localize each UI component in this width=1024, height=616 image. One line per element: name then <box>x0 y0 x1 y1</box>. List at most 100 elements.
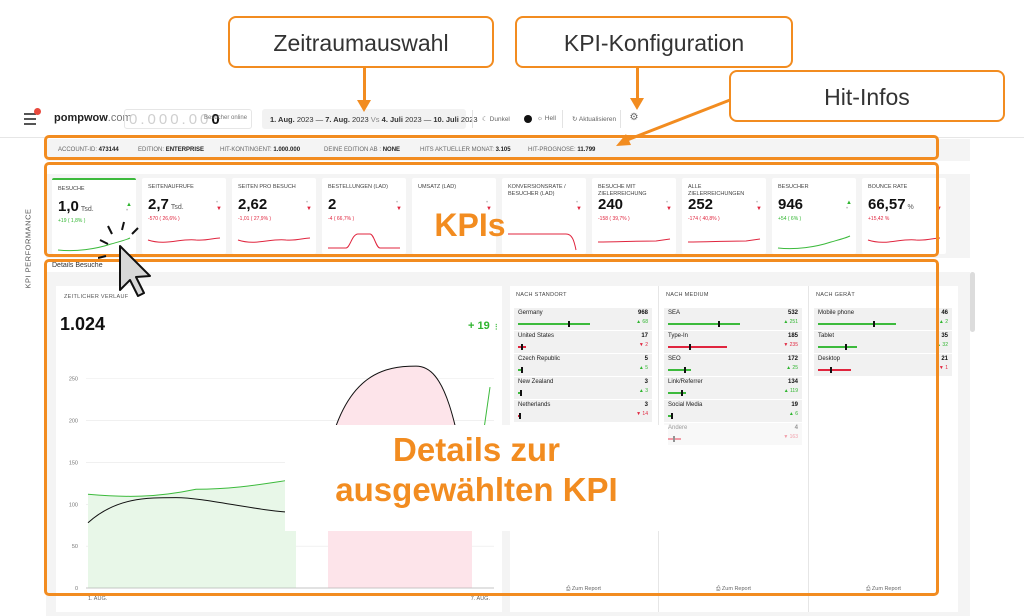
light-theme-button[interactable]: ☼ Hell <box>537 115 556 122</box>
gear-icon[interactable]: ⚙ <box>629 112 639 123</box>
kpi-trend-dots-icon: • ▼ <box>936 200 942 212</box>
breakdown-row[interactable]: Tablet 35 ▲ 32 <box>814 331 952 353</box>
kpi-card[interactable]: BESUCHE MIT ZIELERREICHUNG 240 -158 ( 39,7… <box>592 178 676 254</box>
dark-theme-button[interactable]: ☾ Dunkel <box>482 116 510 123</box>
breakdown-row-bar-marker <box>568 321 570 327</box>
annotation-hit-infos: Hit-Infos <box>729 70 1005 122</box>
app-logo[interactable]: pompwow.com <box>54 112 132 124</box>
breakdown-row-value: 4 <box>794 425 798 431</box>
kpi-card[interactable]: BESUCHER 946 +54 ( 6% ) ▲ • <box>772 178 856 254</box>
kpi-sparkline <box>237 237 311 243</box>
theme-toggle[interactable] <box>524 115 532 123</box>
kpi-card[interactable]: BESTELLUNGEN (LAD) 2 -4 ( 66,7% ) • ▼ <box>322 178 406 254</box>
breakdown-row[interactable]: Andere 4 ▼ 163 <box>664 423 802 445</box>
notification-dot-icon <box>34 108 41 115</box>
breakdown-row[interactable]: Link/Referrer 134 ▲ 119 <box>664 377 802 399</box>
breakdown-row-delta: ▲ 25 <box>786 365 798 371</box>
breakdown-row[interactable]: New Zealand 3 ▲ 3 <box>514 377 652 399</box>
breakdown-row-value: 17 <box>641 333 648 339</box>
breakdown-row[interactable]: Netherlands 3 ▼ 14 <box>514 400 652 422</box>
breakdown-row-delta: ▲ 68 <box>636 319 648 325</box>
kpi-card[interactable]: BOUNCE RATE 66,57% +15,42 % • ▼ <box>862 178 946 254</box>
kpi-card[interactable]: UMSATZ (LAD) • ▼ <box>412 178 496 254</box>
hits-current-month-value: 3.105 <box>495 147 511 153</box>
arrow-kpi-config <box>636 68 639 100</box>
kpi-title: UMSATZ (LAD) <box>418 184 457 190</box>
open-report-link[interactable]: ⎙ Zum Report <box>716 586 751 592</box>
dark-theme-label: Dunkel <box>489 116 510 123</box>
open-report-link[interactable]: ⎙ Zum Report <box>866 586 901 592</box>
hit-forecast-label: HIT-PROGNOSE: <box>528 147 576 153</box>
kpi-sparkline-path <box>237 237 311 243</box>
account-id-value: 473144 <box>98 147 119 153</box>
breakdown-row[interactable]: Mobile phone 46 ▲ 2 <box>814 308 952 330</box>
breakdown-row-bar <box>668 323 740 325</box>
kpi-sparkline-path <box>57 237 131 252</box>
compare-to: 10. Juli <box>433 115 459 124</box>
kpi-title: KONVERSIONSRATE / BESUCHER (LAD) <box>508 184 566 197</box>
breakdown-row-delta: ▲ 5 <box>638 365 648 371</box>
breakdown-row-delta: ▲ 2 <box>938 319 948 325</box>
breakdown-row-name: SEO <box>668 356 681 362</box>
breakdown-row-value: 3 <box>644 402 648 408</box>
y-tick-label: 50 <box>72 544 78 550</box>
breakdown-row-bar-marker <box>873 321 875 327</box>
annotation-kpi-config: KPI-Konfiguration <box>515 16 793 68</box>
breakdown-row-value: 968 <box>637 310 648 316</box>
x-tick-label: 1. AUG. <box>88 596 108 602</box>
breakdown-row[interactable]: SEA 532 ▲ 251 <box>664 308 802 330</box>
breakdown-row-delta: ▲ 32 <box>936 342 948 348</box>
hit-contingent-value: 1.000.000 <box>273 147 301 153</box>
kpi-value: 2 <box>328 196 337 213</box>
breakdown-row-delta: ▼ 14 <box>636 411 648 417</box>
breakdown-row-value: 35 <box>941 333 948 339</box>
breakdown-row-bar-marker <box>684 367 686 373</box>
kpi-delta: +15,42 % <box>868 216 890 222</box>
breakdown-row-delta: ▼ 1 <box>938 365 948 371</box>
date-range-selector[interactable]: 1. Aug. 2023 — 7. Aug. 2023 Vs 4. Juli 2… <box>262 109 478 129</box>
breakdown-row-name: Netherlands <box>518 402 551 408</box>
breakdown-row-name: Germany <box>518 310 543 316</box>
kpi-card[interactable]: BESUCHE 1,0 Tsd. +19 ( 1,8% ) ▲ • <box>52 178 136 254</box>
breakdown-row[interactable]: Type-In 185 ▼ 235 <box>664 331 802 353</box>
more-icon[interactable]: ⋮ <box>492 324 500 331</box>
scrollbar[interactable] <box>970 272 975 332</box>
details-area: ZEITLICHER VERLAUF 1.024 + 19 ⋮ 250 200 15… <box>46 272 975 616</box>
breakdown-row-bar <box>668 392 686 394</box>
toolbar-divider <box>472 110 473 128</box>
breakdown-row[interactable]: SEO 172 ▲ 25 <box>664 354 802 376</box>
breakdown-row-delta: ▼ 163 <box>783 434 798 440</box>
timeline-title: ZEITLICHER VERLAUF <box>64 294 129 300</box>
breakdown-row[interactable]: Germany 968 ▲ 68 <box>514 308 652 330</box>
kpi-title: SEITEN PRO BESUCH <box>238 184 296 190</box>
kpi-title: ALLE ZIELERREICHUNGEN <box>688 184 745 197</box>
breakdown-row[interactable]: Social Media 19 ▲ 6 <box>664 400 802 422</box>
open-report-link[interactable]: ⎙ Zum Report <box>566 586 601 592</box>
kpi-sparkline <box>777 235 851 250</box>
edition-value: ENTERPRISE <box>165 147 205 153</box>
breakdown-row-bar <box>668 415 672 417</box>
kpi-value: 66,57% <box>868 196 914 213</box>
sidebar-section-label: KPI PERFORMANCE <box>22 150 34 350</box>
kpi-card[interactable]: KONVERSIONSRATE / BESUCHER (LAD) • ▼ <box>502 178 586 254</box>
kpi-sparkline-path <box>777 235 851 250</box>
breakdown-row-name: Social Media <box>668 402 703 408</box>
kpi-trend-dots-icon: • ▼ <box>396 200 402 212</box>
breakdown-row[interactable]: United States 17 ▼ 2 <box>514 331 652 353</box>
app-window: pompwow.com 0.000.000 Besucher online 1.… <box>0 100 1024 616</box>
menu-icon[interactable] <box>24 113 38 125</box>
breakdown-row[interactable]: Czech Republic 5 ▲ 5 <box>514 354 652 376</box>
breakdown-row[interactable]: Desktop 21 ▼ 1 <box>814 354 952 376</box>
breakdown-row-bar <box>518 323 590 325</box>
kpi-trend-dots-icon: • ▼ <box>666 200 672 212</box>
refresh-button[interactable]: ↻ Aktualisieren <box>572 116 617 123</box>
kpi-card[interactable]: SEITENAUFRUFE 2,7 Tsd. -570 ( 26,6% ) • ▼ <box>142 178 226 254</box>
light-theme-label: Hell <box>544 115 556 122</box>
breakdown-row-value: 185 <box>787 333 798 339</box>
hit-contingent-label: HIT-KONTINGENT: <box>220 147 272 153</box>
kpi-card[interactable]: SEITEN PRO BESUCH 2,62 -1,01 ( 27,9% ) • ▼ <box>232 178 316 254</box>
breakdown-row-name: Tablet <box>818 333 835 339</box>
kpi-card[interactable]: ALLE ZIELERREICHUNGEN 252 -174 ( 40,8% ) • ▼ <box>682 178 766 254</box>
kpi-trend-dots-icon: • ▼ <box>576 200 582 212</box>
